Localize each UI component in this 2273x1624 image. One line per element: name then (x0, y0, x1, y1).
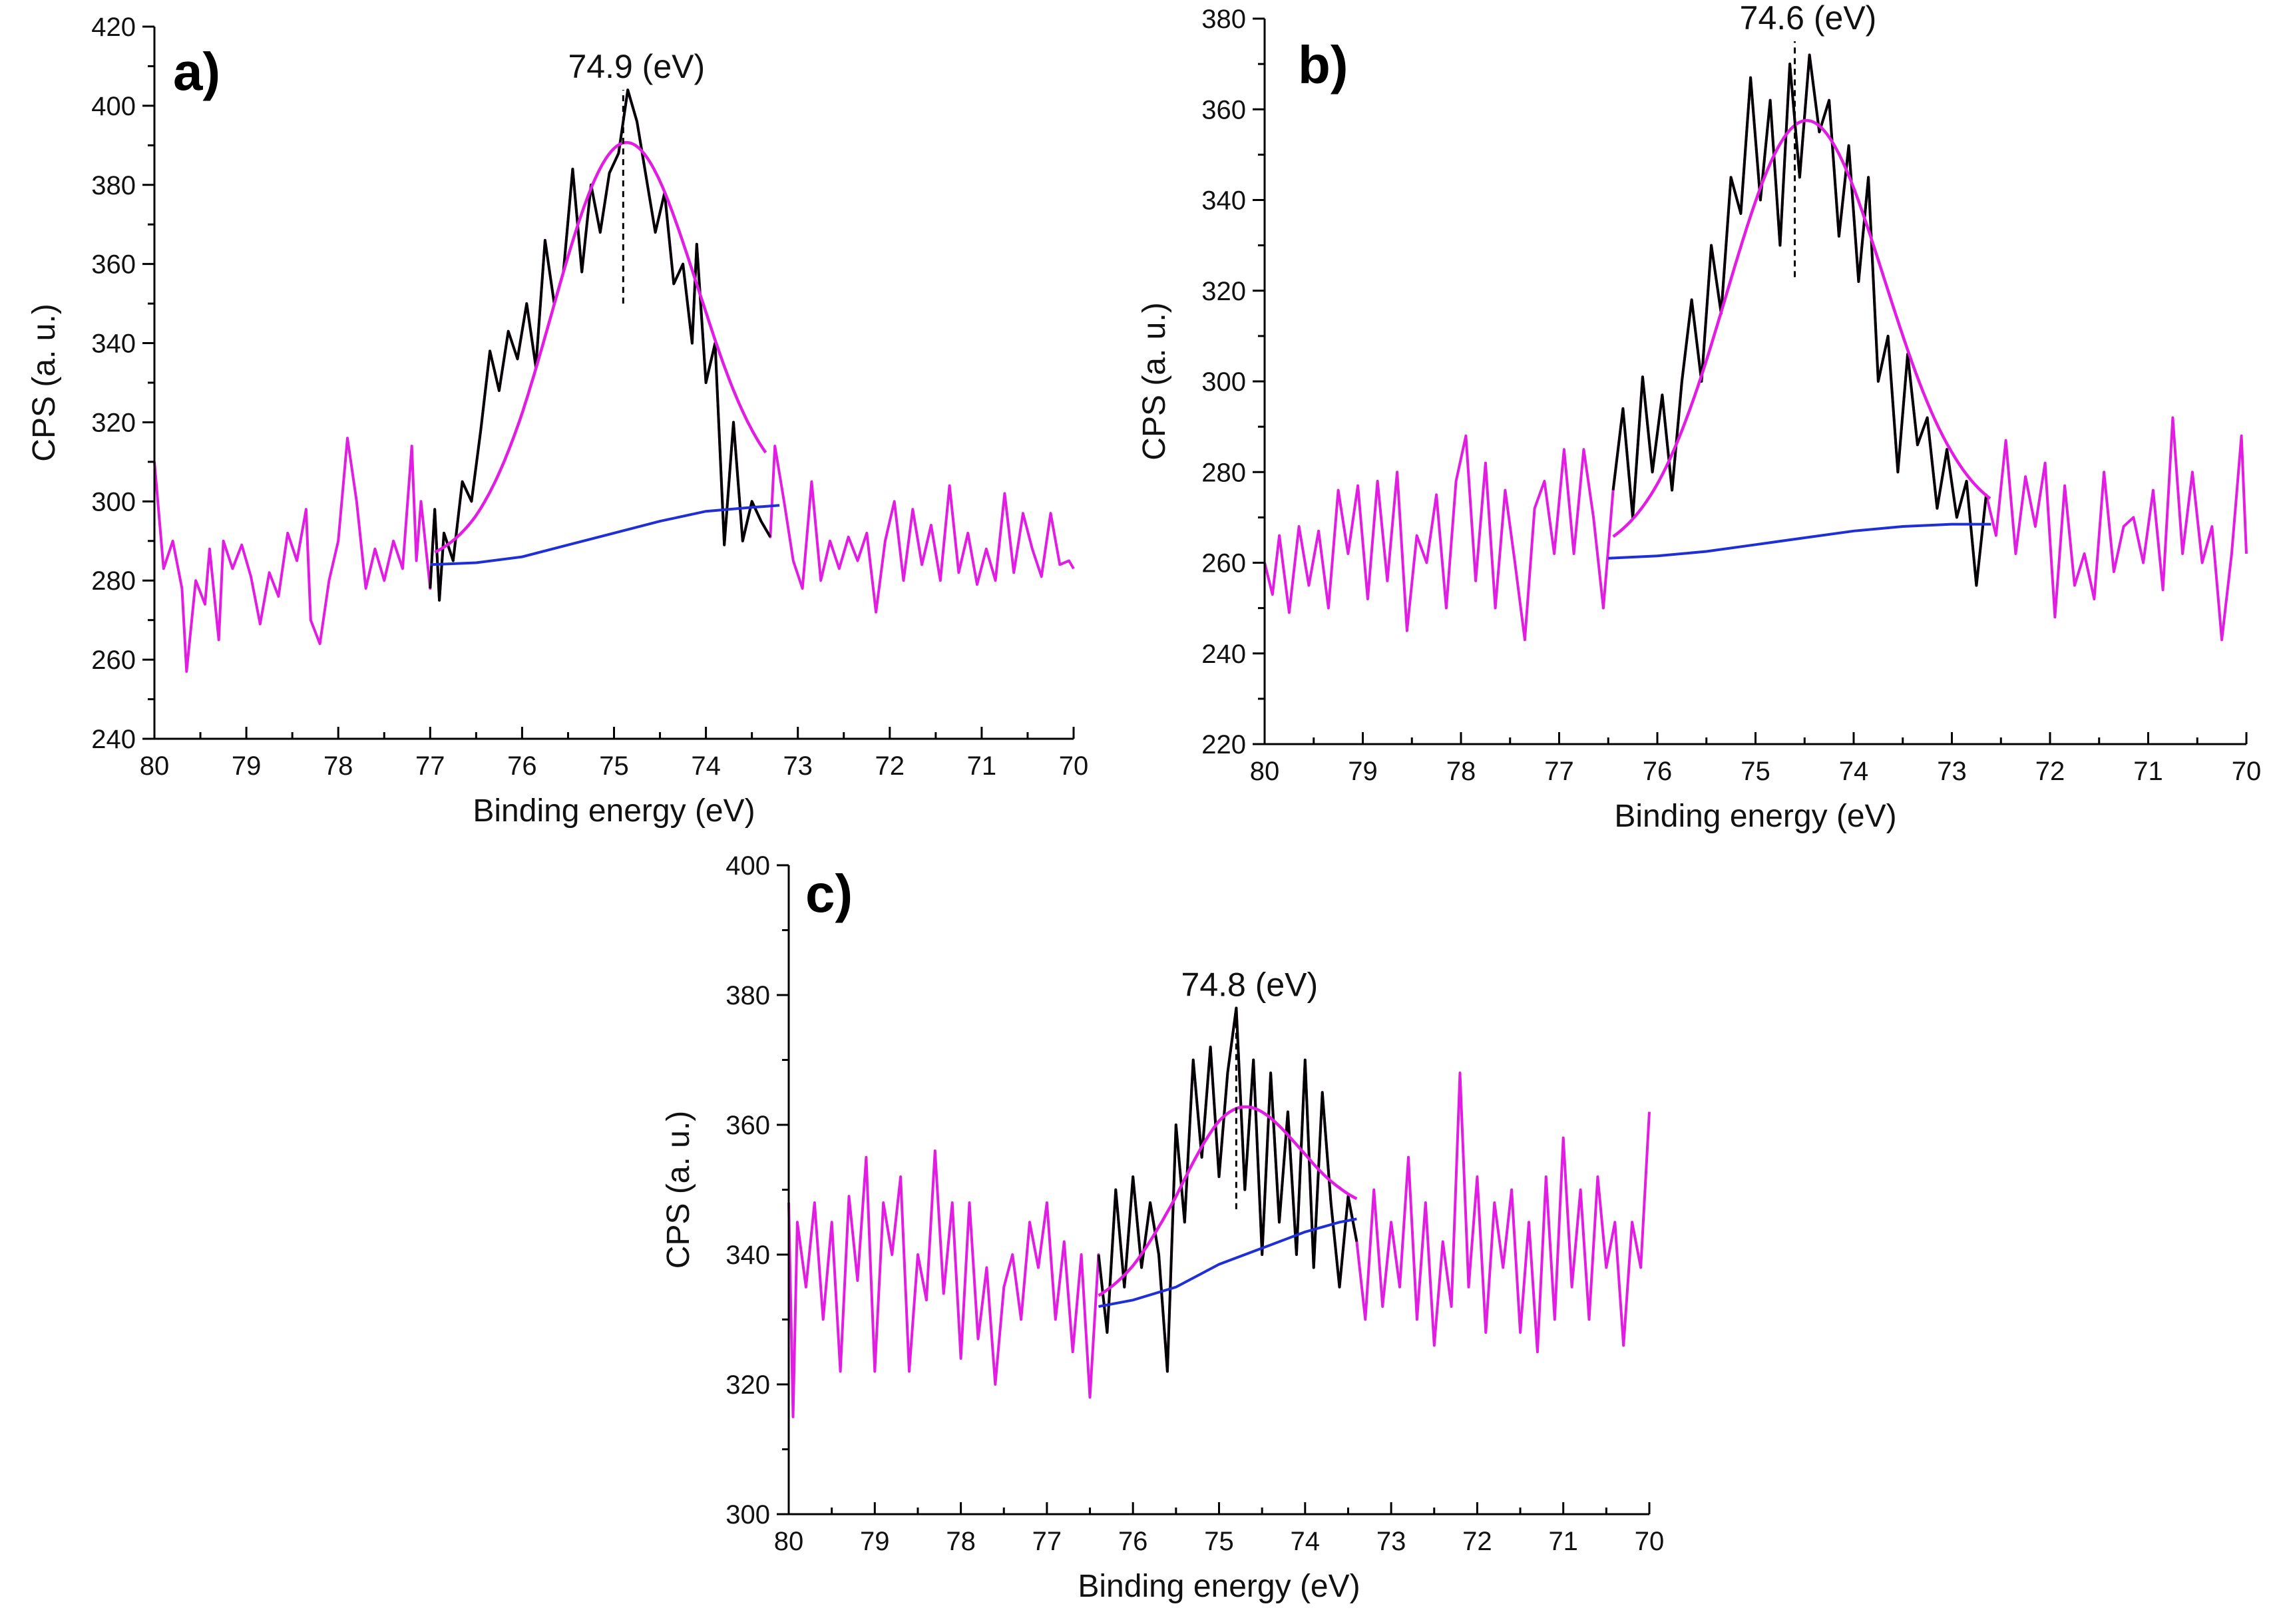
panel-a-x-tick-label: 78 (323, 751, 353, 781)
panel-b-raw-line (1611, 53, 1988, 587)
panel-c: 80 79 78 77 76 75 74 73 72 71 70 300 320 340 360 380 400… (661, 851, 1664, 1604)
panel-b-x-tick-label: 70 (2232, 757, 2262, 786)
panel-a-letter: a) (173, 42, 220, 101)
panel-c-series (787, 1006, 1651, 1418)
panel-a-ylabel: CPS (a. u.) (27, 304, 62, 461)
panel-c-x-tick-label: 70 (1635, 1527, 1665, 1556)
panel-c-fit-line (1098, 1105, 1358, 1297)
panel-b-y-tick-label: 320 (1201, 277, 1246, 306)
panel-a-x-tick-label: 80 (140, 751, 170, 781)
panel-b-x-tick-label: 71 (2133, 757, 2163, 786)
panel-c-ylabel: CPS (a. u.) (661, 1111, 696, 1269)
panel-b-x-tick-label: 80 (1250, 757, 1280, 786)
panel-a-y-tick-label: 340 (91, 329, 136, 359)
panel-a-x-tick-label: 73 (783, 751, 813, 781)
panel-a-x-tick-label: 74 (691, 751, 721, 781)
panel-a-y-tick-label: 280 (91, 566, 136, 596)
panel-a-y-tick-label: 400 (91, 92, 136, 121)
panel-a-y-tick-label: 420 (91, 13, 136, 42)
panel-c-raw-line (1097, 1006, 1358, 1373)
panel-b-y-tick-label: 300 (1201, 367, 1246, 397)
panel-a-x-tick-label: 76 (507, 751, 537, 781)
panel-a-background-line (430, 504, 780, 566)
panel-b: 80 79 78 77 76 75 74 73 72 71 70 220 240 260 280 300 320… (1137, 0, 2261, 834)
panel-a-x-tick-label: 75 (599, 751, 629, 781)
panel-b-y-tick-label: 220 (1201, 730, 1246, 759)
panel-a-y-tick-label: 240 (91, 725, 136, 754)
panel-b-y-tick-label: 260 (1201, 549, 1246, 578)
panel-b-y-tick-label: 340 (1201, 186, 1246, 216)
panel-b-x-tick-label: 79 (1348, 757, 1378, 786)
panel-c-xlabel: Binding energy (eV) (1078, 1569, 1360, 1604)
panel-b-y-tick-label: 380 (1201, 5, 1246, 34)
panel-b-series (1263, 53, 2248, 642)
panel-c-letter: c) (805, 864, 853, 923)
panel-c-x-tick-label: 72 (1462, 1527, 1492, 1556)
panel-a-axes: 80 79 78 77 76 75 74 73 72 71 70 240 260 280 300 320 340… (91, 13, 1088, 781)
panel-a-y-tick-label: 300 (91, 487, 136, 516)
panel-a-raw-line (429, 89, 772, 602)
panel-a-peak-label: 74.9 (eV) (568, 48, 705, 85)
panel-a-y-tick-label: 360 (91, 250, 136, 280)
panel-b-y-tick-label: 240 (1201, 640, 1246, 669)
panel-c-y-tick-label: 400 (725, 851, 770, 881)
panel-c-x-tick-label: 71 (1548, 1527, 1578, 1556)
panel-a-x-tick-label: 72 (875, 751, 905, 781)
panel-c-peak-label: 74.8 (eV) (1181, 966, 1319, 1004)
panel-c-x-tick-label: 76 (1118, 1527, 1148, 1556)
panel-a-fit-line (434, 140, 767, 554)
panel-c-y-tick-label: 300 (725, 1500, 770, 1529)
panel-c-axes: 80 79 78 77 76 75 74 73 72 71 70 300 320 340 360 380 400 (725, 851, 1664, 1556)
panel-c-y-tick-label: 320 (725, 1370, 770, 1400)
panel-b-axes: 80 79 78 77 76 75 74 73 72 71 70 220 240 260 280 300 320… (1201, 5, 2261, 786)
panel-a: 80 79 78 77 76 75 74 73 72 71 70 240 260 280 300 320 340… (27, 13, 1088, 829)
panel-c-x-tick-label: 73 (1376, 1527, 1406, 1556)
panel-a-series (153, 89, 1075, 673)
panel-b-x-tick-label: 77 (1544, 757, 1574, 786)
panel-b-x-tick-label: 72 (2035, 757, 2065, 786)
panel-b-x-tick-label: 78 (1446, 757, 1476, 786)
panel-a-spectrum-line (153, 89, 1075, 673)
panel-c-x-tick-label: 77 (1032, 1527, 1062, 1556)
panel-c-spectrum-line (787, 1006, 1651, 1418)
panel-a-x-tick-label: 71 (967, 751, 997, 781)
panel-b-letter: b) (1298, 35, 1348, 95)
panel-a-x-tick-label: 79 (232, 751, 262, 781)
panel-c-x-tick-label: 74 (1291, 1527, 1321, 1556)
panel-b-background-line (1608, 522, 1991, 560)
panel-b-y-tick-label: 360 (1201, 95, 1246, 124)
panel-a-xlabel: Binding energy (eV) (473, 793, 755, 829)
panel-b-x-tick-label: 73 (1937, 757, 1967, 786)
panel-c-x-tick-label: 75 (1204, 1527, 1234, 1556)
panel-b-fit-line (1612, 118, 1991, 538)
panel-a-x-tick-label: 77 (415, 751, 445, 781)
panel-c-x-tick-label: 78 (946, 1527, 976, 1556)
panel-c-x-tick-label: 79 (860, 1527, 890, 1556)
panel-a-y-tick-label: 260 (91, 646, 136, 675)
panel-a-y-tick-label: 380 (91, 171, 136, 200)
panel-c-y-tick-label: 340 (725, 1241, 770, 1270)
panel-a-x-tick-label: 70 (1059, 751, 1089, 781)
panel-b-ylabel: CPS (a. u.) (1137, 302, 1172, 460)
panel-b-y-tick-label: 280 (1201, 458, 1246, 487)
panel-b-x-tick-label: 75 (1741, 757, 1770, 786)
panel-c-y-tick-label: 360 (725, 1111, 770, 1140)
panel-c-x-tick-label: 80 (774, 1527, 804, 1556)
panel-b-peak-label: 74.6 (eV) (1740, 0, 1877, 37)
panel-c-background-line (1098, 1217, 1357, 1308)
panel-c-y-tick-label: 380 (725, 981, 770, 1010)
panel-b-x-tick-label: 74 (1839, 757, 1869, 786)
panel-b-xlabel: Binding energy (eV) (1614, 799, 1896, 834)
panel-a-y-tick-label: 320 (91, 408, 136, 437)
panel-b-x-tick-label: 76 (1643, 757, 1673, 786)
